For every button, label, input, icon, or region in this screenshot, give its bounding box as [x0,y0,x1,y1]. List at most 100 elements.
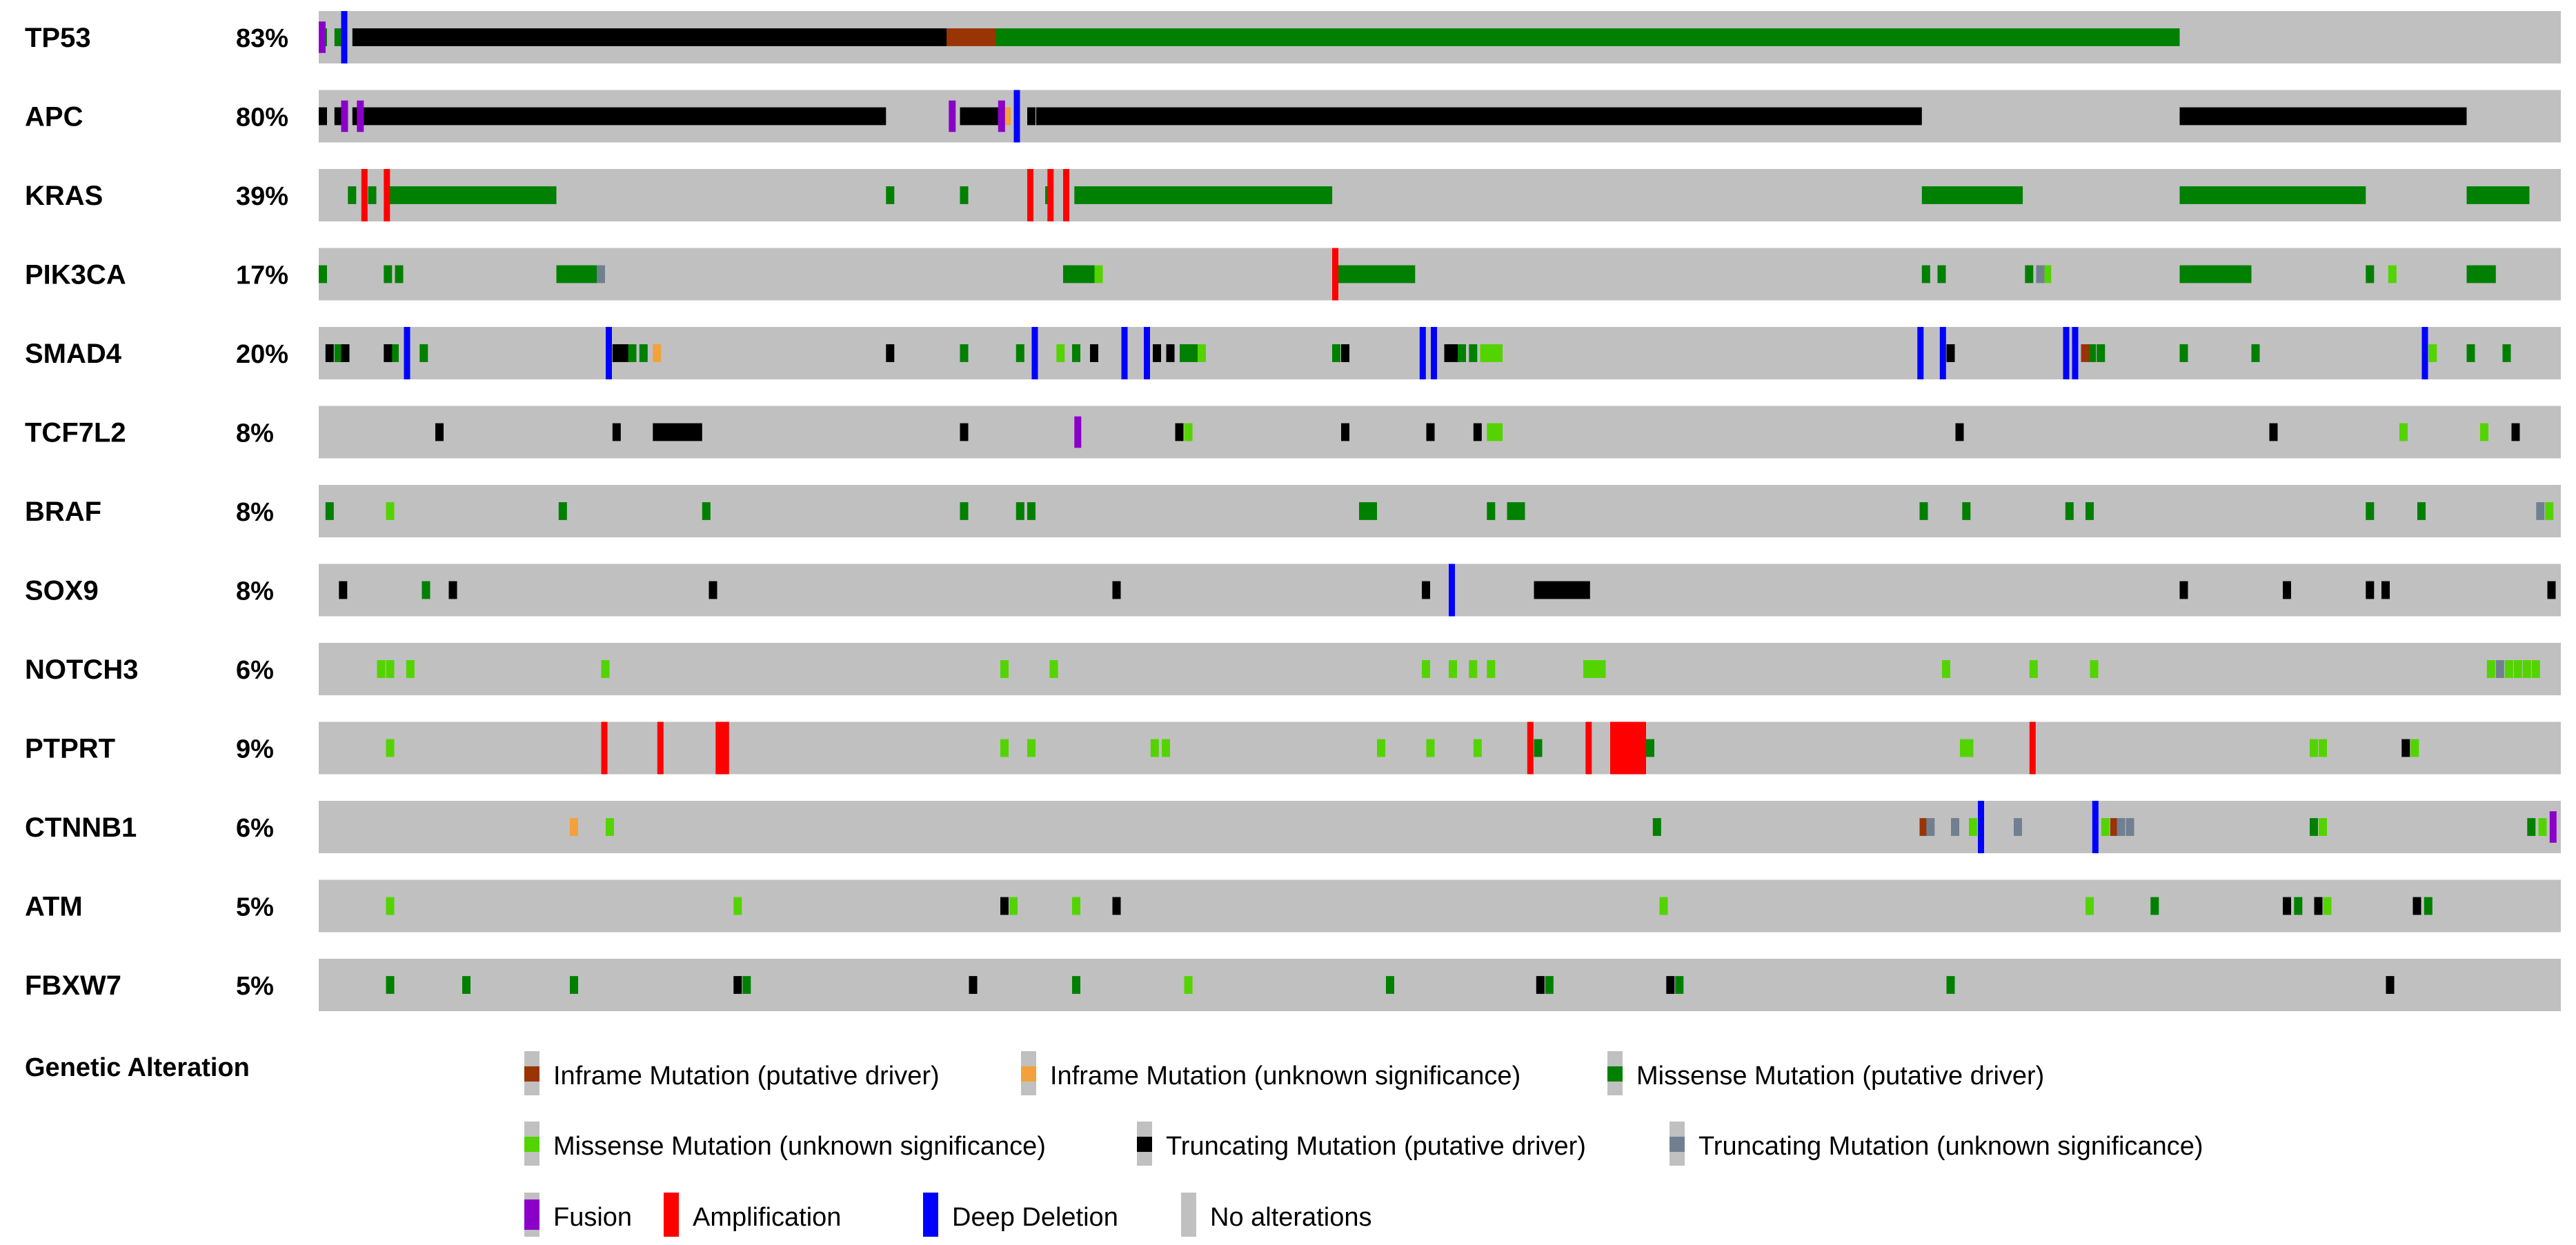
alteration-trunc_driver [1000,897,1009,915]
alteration-fusion [357,100,364,132]
alteration-trunc_driver [448,581,457,599]
alteration-missense_unknown [2085,897,2094,915]
alteration-missense_unknown [2029,660,2038,678]
alteration-missense_unknown [1969,818,1977,836]
alteration-homdel [1939,327,1946,379]
alteration-homdel [341,11,348,63]
alteration-trunc_driver [364,107,886,126]
alteration-missense_driver [570,976,578,994]
alteration-missense_driver [2025,265,2034,283]
alteration-homdel [2063,327,2070,379]
alteration-homdel [1449,564,1455,617]
gene-label: KRAS [25,181,103,211]
legend-swatch [1607,1066,1623,1082]
frequency-label: 80% [236,103,288,132]
track-background [319,485,2561,537]
alteration-trunc_driver [1153,344,1161,362]
alteration-trunc_unknown [2536,502,2545,520]
alteration-missense_unknown [1009,897,1018,915]
alteration-missense_unknown [606,818,614,836]
alteration-missense_driver [325,502,334,520]
legend-item-missense_driver: Missense Mutation (putative driver) [1607,1051,2044,1095]
frequency-label: 8% [236,498,274,527]
alteration-trunc_driver [384,344,393,362]
alteration-trunc_unknown [2117,818,2126,836]
alteration-trunc_driver [341,344,350,362]
alteration-missense_driver [1027,502,1036,520]
alteration-amp [1585,721,1592,775]
alteration-missense_driver [2179,344,2188,362]
track-notch3: NOTCH3 6% [25,643,2561,695]
alteration-homdel [2092,801,2099,853]
alteration-missense_unknown [2319,818,2327,836]
alteration-missense_unknown [601,660,610,678]
alteration-missense_driver [1336,265,1416,283]
gene-label: NOTCH3 [25,655,138,685]
alteration-missense_driver [702,502,711,520]
gene-label: SMAD4 [25,339,122,369]
legend-swatch [1181,1193,1196,1237]
alteration-missense_unknown [2486,660,2495,678]
track-background [319,959,2561,1011]
alteration-trunc_unknown [1951,818,1959,836]
alteration-missense_driver [1652,818,1661,836]
alteration-missense_driver [386,976,395,994]
legend-title: Genetic Alteration [25,1053,250,1082]
alteration-missense_driver [1074,186,1333,204]
alteration-fusion [341,100,348,132]
alteration-missense_driver [1359,502,1377,520]
alteration-missense_driver [419,344,428,362]
alteration-missense_driver [2417,502,2426,520]
legend-label: Missense Mutation (putative driver) [1636,1062,2044,1090]
alteration-amp [601,721,608,775]
legend-item-fusion: Fusion [524,1193,632,1237]
alteration-missense_driver [886,186,895,204]
alteration-trunc_driver [435,423,444,441]
alteration-missense_driver [384,265,393,283]
alteration-missense_driver [1458,344,1466,362]
alteration-missense_unknown [386,739,395,757]
legend-label: Inframe Mutation (putative driver) [553,1062,940,1090]
alteration-trunc_driver [886,344,895,362]
alteration-missense_unknown [1960,739,1974,757]
alteration-trunc_driver [1341,423,1349,441]
alteration-missense_driver [1921,186,2023,204]
alteration-missense_unknown [1426,739,1435,757]
alteration-missense_unknown [1162,739,1170,757]
alteration-missense_driver [742,976,751,994]
alteration-trunc_driver [1341,344,1349,362]
alteration-missense_driver [334,28,343,46]
gene-label: BRAF [25,497,101,527]
alteration-trunc_driver [2283,581,2291,599]
alteration-homdel [1144,327,1150,379]
legend-item-amp: Amplification [664,1193,841,1237]
alteration-missense_driver [386,186,557,204]
frequency-label: 5% [236,972,274,1001]
track-braf: BRAF 8% [25,485,2561,537]
frequency-label: 39% [236,182,288,211]
alteration-amp [1047,169,1054,221]
gene-label: APC [25,102,83,132]
legend-label: Deep Deletion [952,1203,1118,1232]
alteration-missense_driver [639,344,648,362]
alteration-trunc_driver [2386,976,2395,994]
alteration-amp [2029,721,2036,775]
alteration-missense_unknown [733,897,742,915]
alteration-trunc_driver [1473,423,1482,441]
alteration-missense_unknown [1942,660,1950,678]
alteration-trunc_driver [2412,897,2421,915]
alteration-fusion [949,100,956,132]
alteration-missense_driver [1386,976,1394,994]
alteration-missense_unknown [2504,660,2513,678]
track-sox9: SOX9 8% [25,564,2561,617]
alteration-missense_unknown [2480,423,2488,441]
alteration-missense_driver [628,344,637,362]
track-background [319,643,2561,695]
alteration-trunc_driver [352,28,947,46]
alteration-missense_unknown [2428,344,2437,362]
alteration-trunc_driver [1955,423,1964,441]
alteration-fusion [319,21,326,53]
alteration-missense_unknown [1072,897,1080,915]
alteration-missense_unknown [2310,739,2318,757]
legend-label: Truncating Mutation (unknown significanc… [1698,1132,2203,1161]
